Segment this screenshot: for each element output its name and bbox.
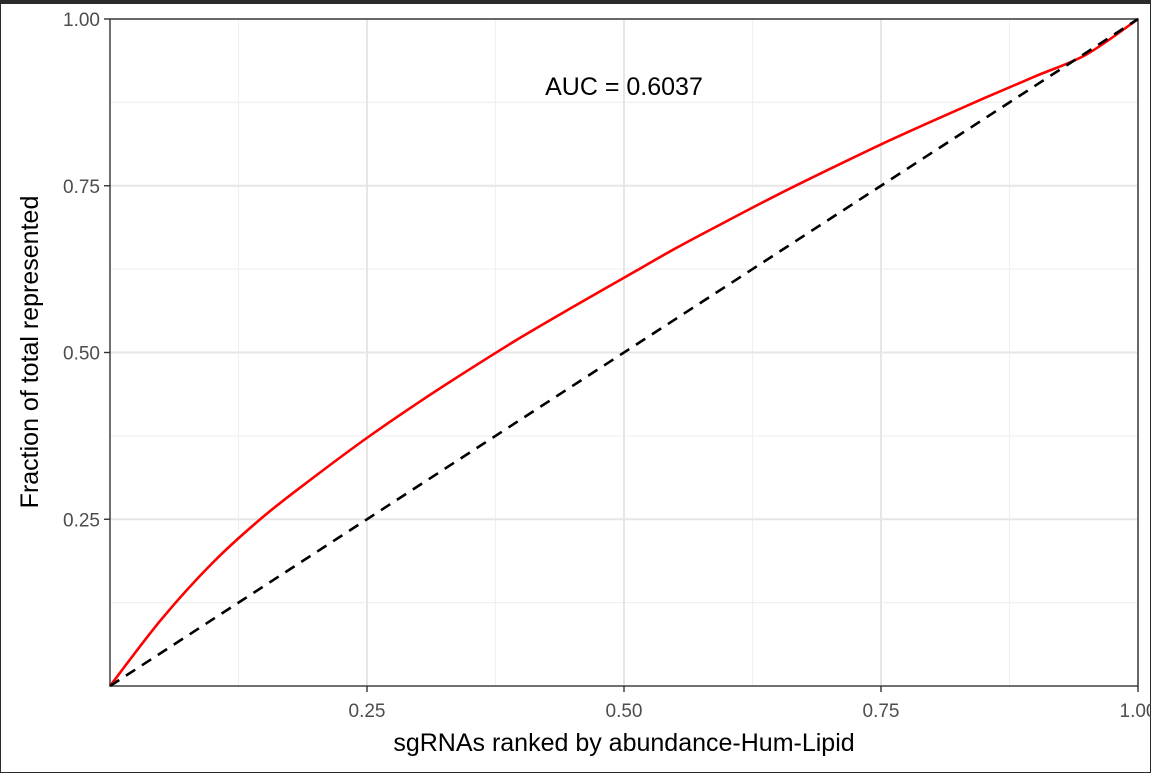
- axes: 0.25 0.50 0.75 1.00 0.25 0.50 0.75 1.00: [63, 10, 1151, 722]
- x-axis-title: sgRNAs ranked by abundance-Hum-Lipid: [393, 729, 854, 757]
- cumulative-curve-line: [108, 17, 1139, 687]
- x-tick-label-3: 1.00: [1120, 701, 1151, 722]
- y-tick-label-2: 0.75: [63, 177, 100, 198]
- x-tick-label-1: 0.50: [606, 701, 643, 722]
- auc-annotation: AUC = 0.6037: [545, 73, 703, 101]
- y-tick-label-3: 1.00: [63, 10, 100, 31]
- y-tick-label-1: 0.50: [63, 344, 100, 365]
- x-tick-label-2: 0.75: [863, 701, 900, 722]
- x-tick-label-0: 0.25: [349, 701, 386, 722]
- y-tick-label-0: 0.25: [63, 510, 100, 531]
- reference-diagonal-line: [109, 17, 1139, 688]
- series-layer: [108, 17, 1139, 688]
- y-axis-title: Fraction of total represented: [16, 196, 44, 509]
